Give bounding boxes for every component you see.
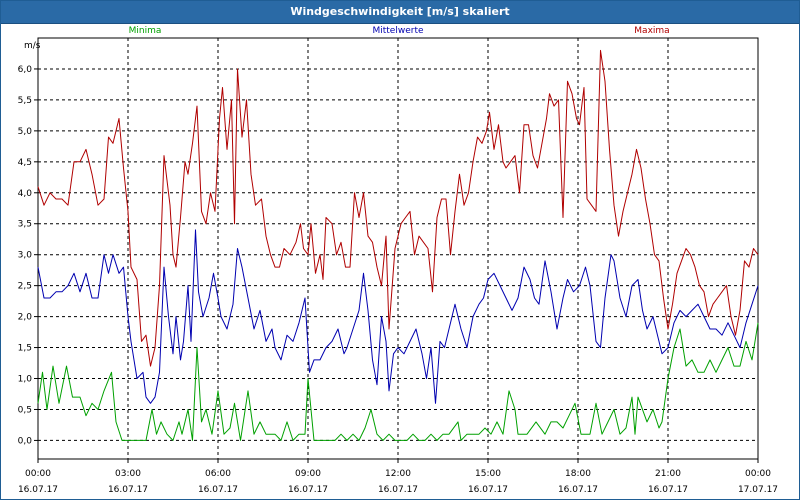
x-tick-time: 00:00 — [745, 469, 771, 479]
x-tick-date: 16.07.17 — [468, 485, 508, 495]
y-tick-label: 1,5 — [18, 344, 32, 354]
y-tick-label: 3,5 — [18, 220, 32, 230]
y-tick-label: 3,0 — [18, 251, 33, 261]
x-tick-time: 18:00 — [565, 469, 591, 479]
series-line-maxima — [37, 49, 759, 367]
x-tick-date: 16.07.17 — [378, 485, 418, 495]
y-axis-label: m/s — [24, 41, 41, 51]
legend-maxima: Maxima — [634, 26, 669, 36]
x-tick-time: 06:00 — [205, 469, 231, 479]
y-tick-label: 6,0 — [18, 65, 33, 75]
x-tick-time: 12:00 — [385, 469, 411, 479]
x-tick-time: 21:00 — [655, 469, 681, 479]
x-tick-time: 00:00 — [25, 469, 51, 479]
x-tick-date: 16.07.17 — [18, 485, 58, 495]
x-tick-time: 15:00 — [475, 469, 501, 479]
y-tick-label: 2,5 — [18, 282, 32, 292]
legend-minima: Minima — [129, 26, 162, 36]
x-tick-time: 03:00 — [115, 469, 141, 479]
y-tick-label: 4,5 — [18, 158, 32, 168]
series-line-minima — [37, 322, 759, 441]
x-tick-date: 16.07.17 — [198, 485, 238, 495]
y-tick-label: 0,0 — [18, 436, 33, 446]
x-tick-date: 17.07.17 — [738, 485, 778, 495]
series-lines — [37, 49, 759, 441]
x-tick-date: 16.07.17 — [648, 485, 688, 495]
y-tick-label: 1,0 — [18, 375, 33, 385]
x-tick-date: 16.07.17 — [108, 485, 148, 495]
series-line-mittelwerte — [37, 229, 759, 404]
y-tick-label: 5,0 — [18, 127, 33, 137]
window-title: Windgeschwindigkeit [m/s] skaliert — [290, 5, 510, 18]
legend-mittelwerte: Mittelwerte — [372, 26, 423, 36]
legend: Minima Mittelwerte Maxima — [129, 26, 670, 36]
y-tick-label: 2,0 — [18, 313, 33, 323]
x-tick-date: 16.07.17 — [558, 485, 598, 495]
x-tick-date: 16.07.17 — [288, 485, 328, 495]
y-tick-label: 5,5 — [18, 96, 32, 106]
y-tick-label: 4,0 — [18, 189, 33, 199]
title-bar: Windgeschwindigkeit [m/s] skaliert — [1, 1, 799, 24]
y-tick-label: 0,5 — [18, 405, 32, 415]
axes: m/s 0,0 0,5 1,0 1,5 2,0 2,5 3,0 3,5 4,0 4,5 5,0 5,5 6… — [18, 37, 778, 495]
x-tick-time: 09:00 — [295, 469, 321, 479]
